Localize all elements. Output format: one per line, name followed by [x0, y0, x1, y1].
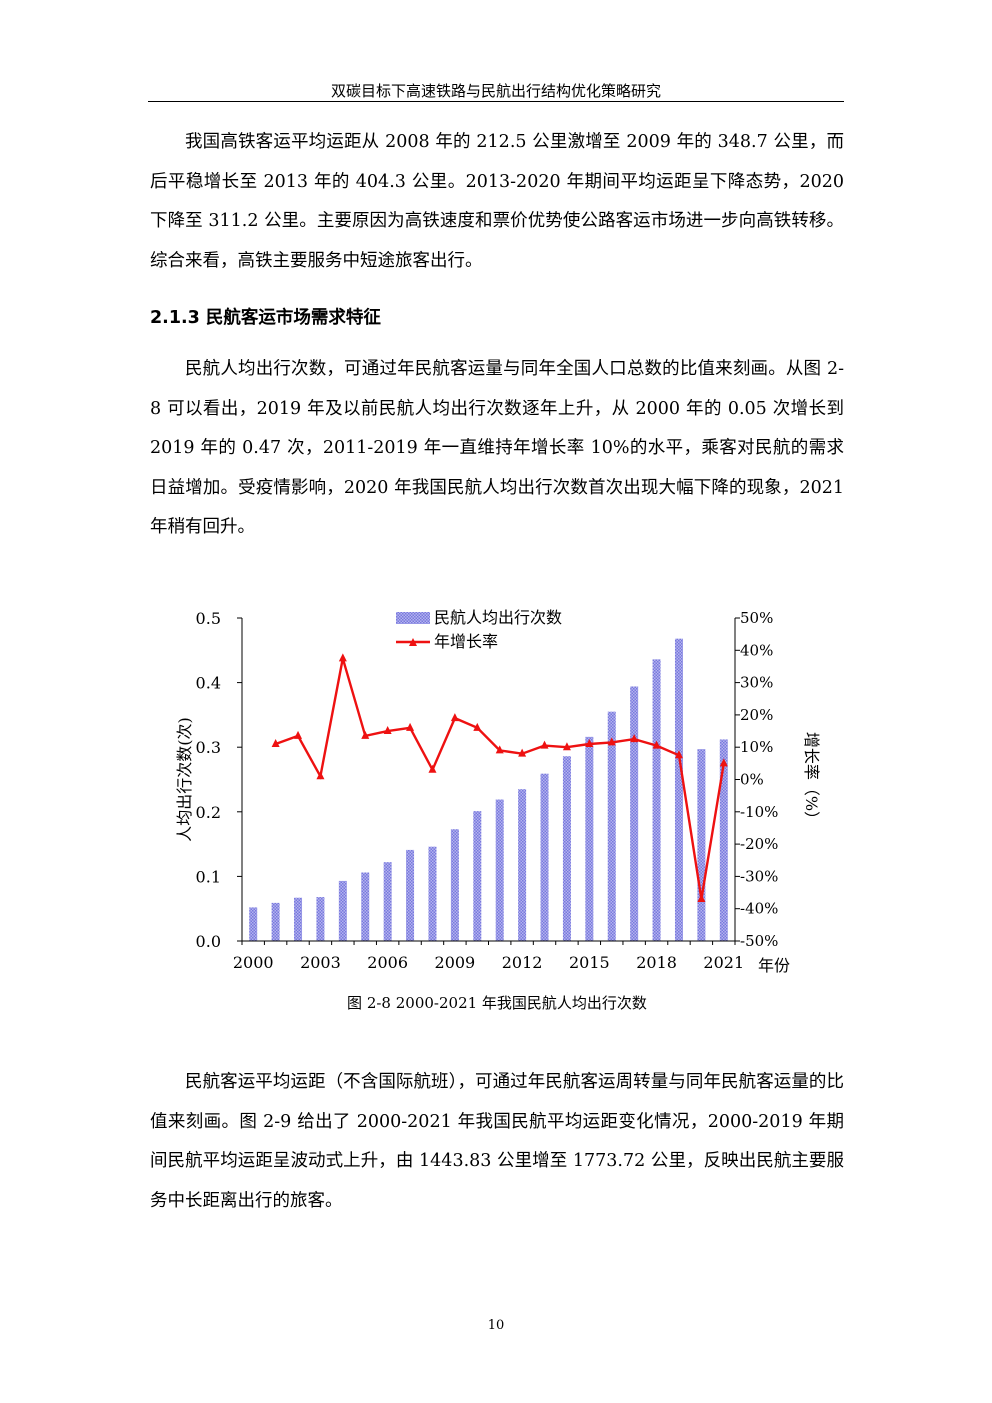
chart-air-trips-per-capita: 0.0 0.1 0.2 0.3 0.4 0.5 -50% -40% -30% -20% -10% 0… [150, 592, 844, 986]
x-tick-label: 2009 [435, 953, 476, 972]
growth-point-2001 [271, 738, 280, 747]
section-heading: 2.1.3 民航客运市场需求特征 [150, 308, 381, 328]
left-axis-tick-labels: 0.0 0.1 0.2 0.3 0.4 0.5 [196, 609, 221, 951]
right-tick-label: -20% [740, 835, 778, 853]
chart-legend: 民航人均出行次数 年增长率 [396, 608, 562, 651]
growth-point-2004 [338, 653, 347, 662]
left-tick-label: 0.0 [196, 932, 221, 951]
bar-2003 [316, 897, 325, 941]
paragraph-air-distance: 民航客运平均运距（不含国际航班），可通过年民航客运周转量与同年民航客运量的比值来… [150, 1072, 844, 1211]
left-tick-label: 0.5 [196, 609, 221, 628]
right-tick-label: 50% [740, 609, 773, 627]
growth-point-2008 [428, 764, 437, 773]
left-tick-label: 0.3 [196, 738, 221, 757]
bar-2005 [361, 872, 370, 941]
bar-2007 [406, 849, 415, 941]
growth-point-2006 [383, 726, 392, 735]
growth-point-2019 [674, 750, 683, 759]
bar-2012 [518, 789, 527, 941]
left-tick-label: 0.1 [196, 867, 221, 886]
left-tick-label: 0.4 [196, 674, 221, 693]
x-tick-label: 2018 [636, 953, 677, 972]
bar-2021 [719, 739, 728, 941]
axis-ticks [237, 617, 740, 945]
growth-point-2011 [495, 745, 504, 754]
bar-2006 [383, 862, 392, 941]
bar-2011 [495, 799, 504, 941]
growth-point-2005 [361, 730, 370, 739]
growth-point-2002 [294, 730, 303, 739]
bar-2015 [585, 736, 594, 941]
bar-2019 [674, 638, 683, 941]
legend-line-marker [409, 638, 417, 646]
bar-series [249, 638, 728, 941]
right-axis-title: 增长率（%） [802, 732, 821, 827]
page-number: 10 [487, 1318, 505, 1333]
figure-caption: 图 2-8 2000-2021 年我国民航人均出行次数 [347, 994, 647, 1012]
paragraph-air-trips: 民航人均出行次数，可通过年民航客运量与同年全国人口总数的比值来刻画。从图 2-8… [150, 359, 844, 537]
bar-2013 [540, 773, 549, 941]
x-axis-tick-labels: 2000 2003 2006 2009 2012 2015 2018 2021 [233, 953, 744, 972]
growth-point-2018 [652, 740, 661, 749]
bar-2009 [450, 829, 459, 941]
x-tick-label: 2003 [300, 953, 341, 972]
bar-2004 [338, 880, 347, 941]
right-tick-label: 40% [740, 641, 773, 659]
right-axis-tick-labels: -50% -40% -30% -20% -10% 0% 10% 20% 30% 40% 50% [740, 609, 778, 950]
bar-2010 [473, 811, 482, 941]
x-tick-label: 2006 [367, 953, 408, 972]
bar-2002 [294, 897, 303, 941]
right-tick-label: 30% [740, 674, 773, 692]
right-tick-label: 10% [740, 738, 773, 756]
x-tick-label: 2000 [233, 953, 274, 972]
growth-point-2009 [450, 713, 459, 722]
right-tick-label: -40% [740, 900, 778, 918]
paragraph-hsr-distance: 我国高铁客运平均运距从 2008 年的 212.5 公里激增至 2009 年的 … [150, 132, 844, 271]
x-tick-label: 2021 [703, 953, 744, 972]
bar-2000 [249, 907, 258, 941]
right-tick-label: 20% [740, 706, 773, 724]
growth-rate-markers [271, 653, 728, 903]
bar-2008 [428, 846, 437, 941]
growth-point-2015 [585, 738, 594, 747]
header-rule [148, 101, 844, 102]
x-tick-label: 2015 [569, 953, 610, 972]
right-tick-label: -30% [740, 867, 778, 885]
x-axis-title: 年份 [758, 956, 790, 975]
chart-svg: 0.0 0.1 0.2 0.3 0.4 0.5 -50% -40% -30% -20% -10% 0… [175, 608, 821, 975]
legend-bar-swatch [396, 612, 430, 624]
bar-2014 [562, 756, 571, 941]
bar-2020 [697, 749, 706, 941]
left-tick-label: 0.2 [196, 803, 221, 822]
growth-point-2016 [607, 737, 616, 746]
growth-point-2020 [697, 894, 706, 903]
bar-2001 [271, 902, 280, 941]
left-axis-title: 人均出行次数(次) [175, 717, 194, 842]
bar-2017 [630, 686, 639, 941]
growth-point-2014 [562, 742, 571, 751]
growth-point-2021 [719, 758, 728, 767]
growth-point-2007 [406, 722, 415, 731]
right-tick-label: -10% [740, 803, 778, 821]
x-tick-label: 2012 [502, 953, 543, 972]
growth-point-2010 [473, 722, 482, 731]
bar-2016 [607, 711, 616, 941]
legend-bar-label: 民航人均出行次数 [434, 608, 562, 627]
growth-point-2012 [518, 748, 527, 757]
legend-line-label: 年增长率 [434, 632, 498, 651]
growth-point-2003 [316, 771, 325, 780]
right-tick-label: 0% [740, 771, 764, 789]
running-header: 双碳目标下高速铁路与民航出行结构优化策略研究 [330, 82, 661, 100]
growth-point-2013 [540, 740, 549, 749]
right-tick-label: -50% [740, 932, 778, 950]
growth-point-2017 [630, 734, 639, 743]
bar-2018 [652, 659, 661, 941]
